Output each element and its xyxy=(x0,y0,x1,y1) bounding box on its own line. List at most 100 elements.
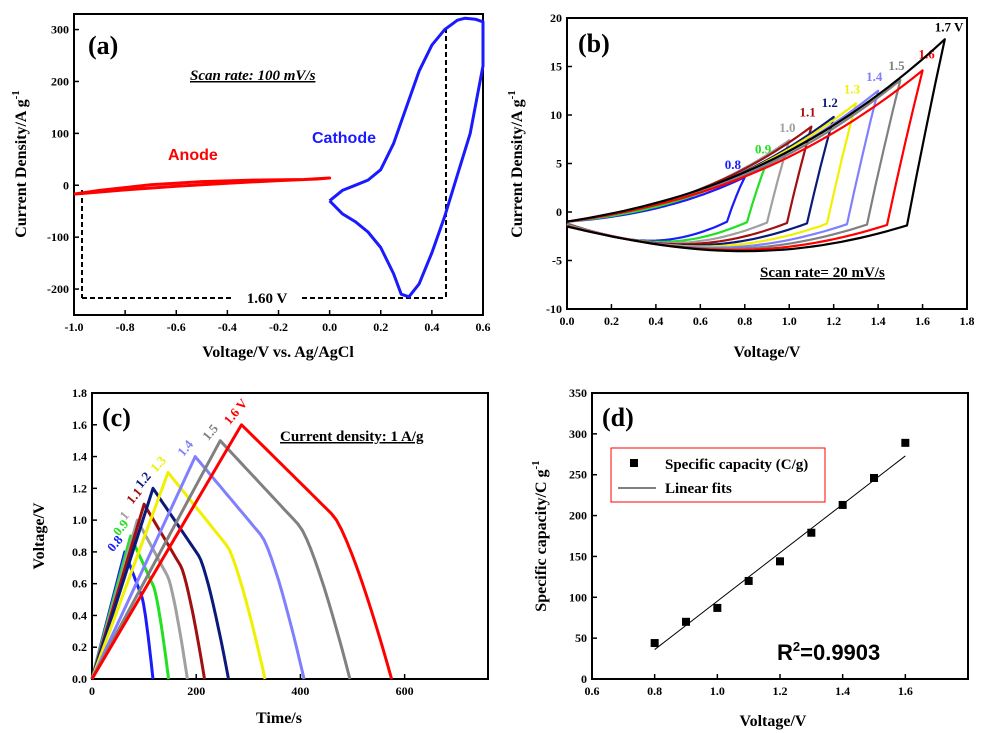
panel-d-ytick-label: 350 xyxy=(569,386,587,400)
panel-a-ytick-label: 200 xyxy=(51,74,69,88)
cv-loop-label: 1.1 xyxy=(799,105,815,120)
cv-loop-1-7 xyxy=(566,38,946,253)
capacity-point xyxy=(870,473,878,482)
panel-a-frame xyxy=(73,13,484,316)
panel-c-ytick-label: 1.6 xyxy=(72,418,87,432)
panel-b: (b) Scan rate= 20 mV/s Voltage/V Current… xyxy=(506,11,975,361)
panel-a-ytick-label: 100 xyxy=(51,126,69,140)
anode-label: Anode xyxy=(168,147,218,164)
panel-c-ytick-label: 1.4 xyxy=(72,450,87,464)
panel-a: (a) Scan rate: 100 mV/s Voltage/V vs. Ag… xyxy=(10,13,491,361)
legend-item-linear-fits: Linear fits xyxy=(665,481,732,497)
cv-loop-label: 1.7 V xyxy=(935,19,964,34)
panel-a-xtick-label: 0.0 xyxy=(322,320,337,334)
panel-d-ytick-label: 250 xyxy=(569,468,587,482)
panel-b-xtick-label: 0.2 xyxy=(604,314,619,328)
capacity-point xyxy=(650,639,659,648)
panel-c-xtick-label: 600 xyxy=(396,684,414,698)
panel-b-ytick-label: -5 xyxy=(552,254,562,268)
panel-a-xtick-label: -1.0 xyxy=(65,320,84,334)
panel-a-xlabel: Voltage/V vs. Ag/AgCl xyxy=(202,344,354,361)
cv-loop-label: 1.4 xyxy=(866,69,883,84)
cv-curve-anode xyxy=(73,176,332,196)
r-squared-label: R2=0.9903 xyxy=(777,639,880,665)
panel-c-ytick-label: 1.0 xyxy=(72,513,87,527)
panel-b-xtick-label: 1.8 xyxy=(960,314,975,328)
panel-d-xtick-label: 1.4 xyxy=(835,684,850,698)
linear-fit-line xyxy=(654,455,906,650)
panel-b-scan-rate: Scan rate= 20 mV/s xyxy=(760,265,885,281)
panel-b-ylabel-sup: -1 xyxy=(506,90,518,99)
panel-b-xtick-label: 1.0 xyxy=(782,314,797,328)
panel-b-xtick-label: 1.6 xyxy=(915,314,930,328)
gcd-curve-label: 1.6 V xyxy=(220,395,250,427)
panel-c-frame xyxy=(91,392,489,680)
panel-d-ylabel-sup: -1 xyxy=(530,460,542,469)
panel-b-xtick-label: 0.6 xyxy=(693,314,708,328)
panel-d-frame xyxy=(591,392,969,680)
panel-c-xlabel: Time/s xyxy=(256,710,302,727)
panel-c-ytick-label: 0.6 xyxy=(72,577,87,591)
panel-d-xtick-label: 1.2 xyxy=(773,684,788,698)
panel-d-xtick-label: 1.0 xyxy=(710,684,725,698)
cv-loop-label: 1.0 xyxy=(779,120,795,135)
panel-a-xtick-label: -0.4 xyxy=(218,320,237,334)
cv-loop-label: 0.9 xyxy=(755,142,772,157)
panel-b-ytick-label: 20 xyxy=(550,11,562,25)
panel-d-ytick-label: 0 xyxy=(581,672,587,686)
cv-loop-1-2 xyxy=(566,115,835,247)
window-label: 1.60 V xyxy=(247,291,288,307)
panel-a-xtick-label: 0.6 xyxy=(476,320,491,334)
panel-d-ytick-label: 300 xyxy=(569,427,587,441)
panel-a-label: (a) xyxy=(88,31,118,60)
panel-c-xtick-label: 200 xyxy=(187,684,205,698)
panel-c-ytick-label: 0.2 xyxy=(72,640,87,654)
panel-a-xtick-label: -0.6 xyxy=(167,320,186,334)
panel-c-ytick-label: 1.8 xyxy=(72,386,87,400)
capacity-point xyxy=(744,576,753,585)
panel-c-ylabel: Voltage/V xyxy=(31,502,48,569)
gcd-curve-label: 1.4 xyxy=(174,437,196,459)
r-squared-sup: 2 xyxy=(793,639,800,654)
panel-c-label: (c) xyxy=(102,403,131,432)
panel-a-xtick-label: 0.4 xyxy=(424,320,439,334)
panel-a-xtick-label: -0.8 xyxy=(116,320,135,334)
capacity-point xyxy=(776,557,784,566)
panel-c-ytick-label: 0.4 xyxy=(72,608,87,622)
panel-a-ytick-label: -100 xyxy=(47,230,69,244)
panel-d-xtick-label: 0.6 xyxy=(585,684,600,698)
panel-d-ytick-label: 200 xyxy=(569,509,587,523)
legend-item-capacity: Specific capacity (C/g) xyxy=(665,457,808,473)
panel-b-ylabel: Current Density/A g-1 xyxy=(506,90,526,238)
panel-b-ylabel-main: Current Density/A g xyxy=(509,99,526,237)
panel-a-ytick-label: 300 xyxy=(51,23,69,37)
capacity-point xyxy=(713,603,722,612)
panel-d-xlabel: Voltage/V xyxy=(740,713,807,730)
panel-b-label: (b) xyxy=(578,29,610,58)
panel-c: (c) Current density: 1 A/g Time/s Voltag… xyxy=(31,386,489,727)
panel-a-xtick-label: 0.2 xyxy=(373,320,388,334)
panel-b-ytick-label: 5 xyxy=(556,157,562,171)
panel-c-current-density: Current density: 1 A/g xyxy=(280,429,424,445)
legend-marker-square xyxy=(630,459,638,467)
panel-a-scan-rate: Scan rate: 100 mV/s xyxy=(190,68,316,84)
gcd-curve-1-4 xyxy=(90,455,306,680)
panel-c-xtick-label: 400 xyxy=(291,684,309,698)
cathode-label: Cathode xyxy=(312,130,376,147)
capacity-point xyxy=(838,500,847,509)
panel-d-label: (d) xyxy=(602,403,634,432)
panel-b-xtick-label: 1.4 xyxy=(871,314,886,328)
r-squared-value: =0.9903 xyxy=(800,640,880,665)
panel-c-ytick-label: 0.8 xyxy=(72,545,87,559)
panel-b-xtick-label: 0.8 xyxy=(737,314,752,328)
panel-b-ytick-label: 0 xyxy=(556,205,562,219)
panel-a-ylabel-main: Current Density/A g xyxy=(13,99,30,237)
panel-c-xtick-label: 0 xyxy=(89,684,95,698)
gcd-curve-1-5 xyxy=(90,439,352,680)
panel-b-ytick-label: -10 xyxy=(546,302,562,316)
panel-c-ytick-label: 1.2 xyxy=(72,481,87,495)
panel-a-ylabel: Current Density/A g-1 xyxy=(10,90,30,238)
panel-b-xtick-label: 1.2 xyxy=(826,314,841,328)
cv-loop-label: 1.5 xyxy=(888,58,905,73)
